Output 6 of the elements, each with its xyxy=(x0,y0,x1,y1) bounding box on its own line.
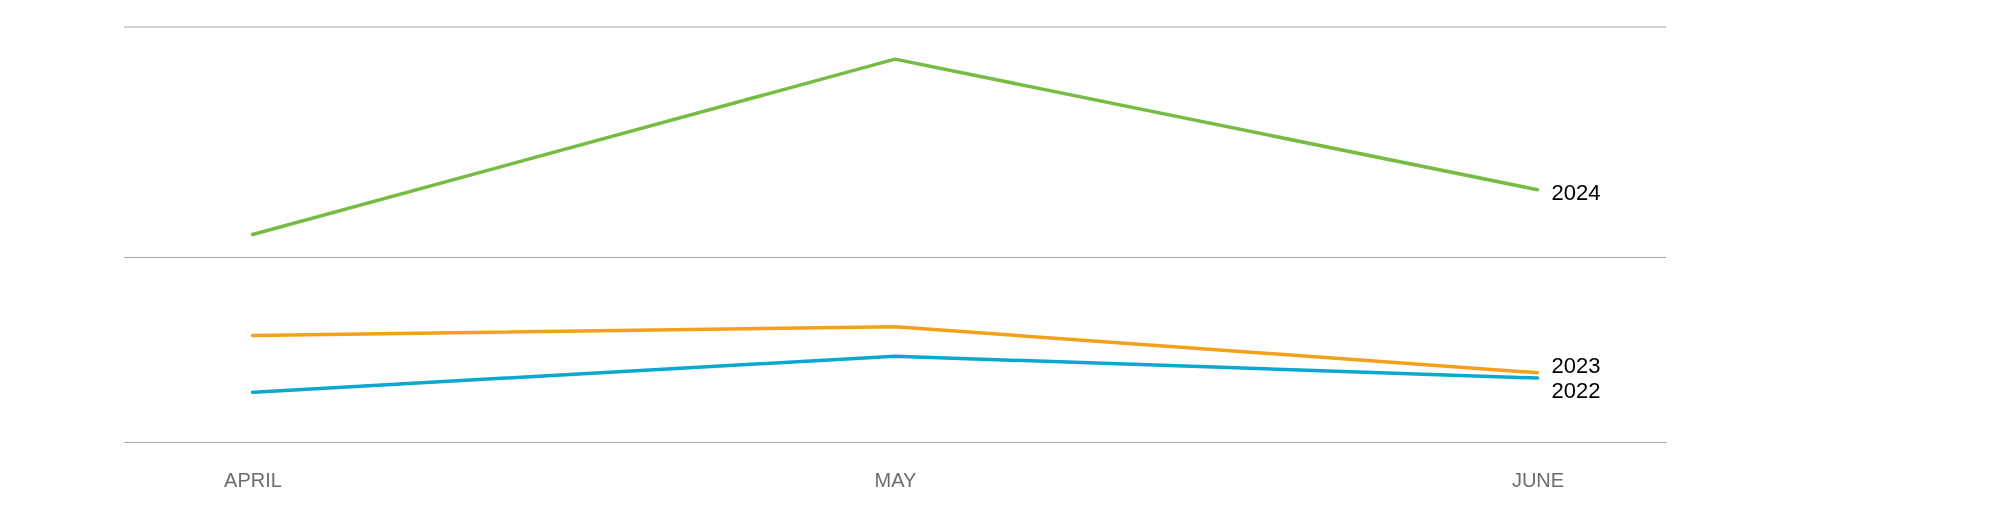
series-label: 2022 xyxy=(1551,378,1601,404)
x-tick-label: MAY xyxy=(874,468,917,491)
x-tick-label: JUNE xyxy=(1511,468,1565,491)
series-label: 2023 xyxy=(1551,352,1601,378)
series-label: 2024 xyxy=(1551,179,1601,205)
x-tick-label: APRIL xyxy=(224,468,282,491)
